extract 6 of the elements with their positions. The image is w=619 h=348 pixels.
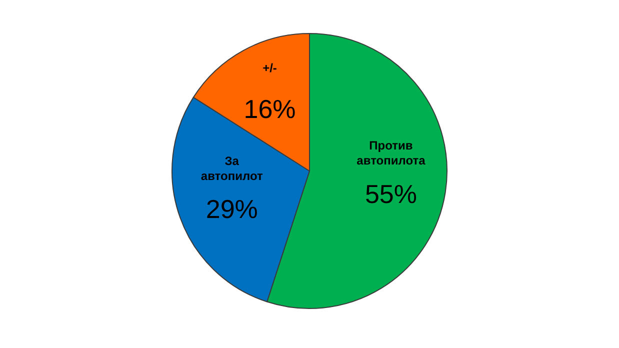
data-label: 29% bbox=[206, 194, 258, 224]
data-label: 16% bbox=[244, 94, 296, 124]
slice-label: За автопилот bbox=[200, 154, 263, 183]
data-label: 55% bbox=[364, 179, 418, 210]
slice-label: Против автопилота bbox=[356, 138, 426, 168]
slice-label: +/- bbox=[262, 61, 277, 76]
